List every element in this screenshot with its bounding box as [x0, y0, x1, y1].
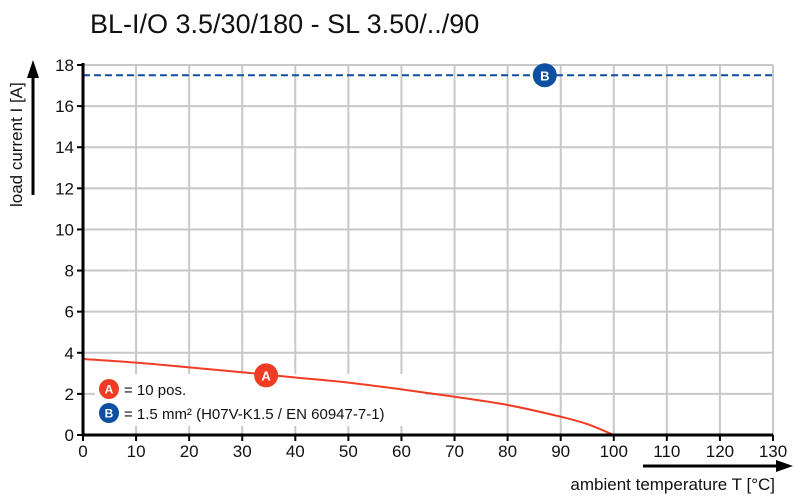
legend: A = 10 pos. B = 1.5 mm² (H07V-K1.5 / EN … — [99, 379, 385, 423]
legend-item-b: B = 1.5 mm² (H07V-K1.5 / EN 60947-7-1) — [99, 403, 385, 423]
x-tick-label: 90 — [551, 442, 570, 461]
y-tick-label: 18 — [55, 56, 74, 75]
x-tick-label: 120 — [706, 442, 734, 461]
y-tick-label: 10 — [55, 220, 74, 239]
legend-label-b: = 1.5 mm² (H07V-K1.5 / EN 60947-7-1) — [124, 406, 385, 423]
x-tick-label: 40 — [286, 442, 305, 461]
legend-marker-b-letter: B — [105, 407, 114, 421]
y-tick-label: 8 — [65, 262, 74, 281]
x-axis-label: ambient temperature T [°C] — [570, 475, 775, 494]
x-tick-label: 110 — [653, 442, 680, 461]
series-marker-a — [254, 363, 279, 388]
legend-marker-a-letter: A — [105, 383, 114, 397]
x-tick-label: 30 — [233, 442, 252, 461]
series-marker-letter: B — [540, 68, 549, 83]
y-axis-label: load current I [A] — [7, 82, 26, 207]
x-tick-label: 100 — [600, 442, 628, 461]
x-tick-label: 70 — [445, 442, 464, 461]
y-tick-label: 16 — [55, 97, 74, 116]
legend-label-a: = 10 pos. — [124, 382, 186, 399]
x-tick-label: 80 — [498, 442, 517, 461]
series-line-a — [82, 357, 615, 436]
y-tick-label: 2 — [65, 385, 74, 404]
x-tick-label: 10 — [127, 442, 146, 461]
y-axis-label-group: load current I [A] — [7, 60, 39, 207]
chart-title: BL-I/O 3.5/30/180 - SL 3.50/../90 — [90, 9, 479, 39]
series-marker-letter: A — [261, 368, 271, 383]
y-tick-label: 6 — [65, 303, 74, 322]
legend-marker-b — [99, 403, 119, 423]
x-tick-label: 50 — [339, 442, 358, 461]
y-tick-label: 14 — [55, 138, 74, 157]
x-tick-label: 20 — [180, 442, 199, 461]
x-tick-label: 0 — [78, 442, 87, 461]
x-axis-arrow-icon — [776, 460, 793, 472]
legend-marker-a — [99, 379, 119, 399]
series-layer: AB — [82, 63, 773, 436]
x-tick-label: 130 — [759, 442, 787, 461]
x-axis-label-group: ambient temperature T [°C] — [570, 460, 793, 494]
axes: 0 10 20 30 40 50 60 70 80 90 100 110 120 130 0 2 4 6 8 10 12… — [55, 56, 787, 461]
legend-item-a: A = 10 pos. — [99, 379, 186, 399]
y-axis-arrow-icon — [27, 60, 39, 78]
series-marker-b — [532, 63, 557, 88]
x-tick-label: 60 — [392, 442, 411, 461]
y-tick-label: 4 — [65, 344, 74, 363]
y-tick-label: 12 — [55, 179, 74, 198]
y-tick-label: 0 — [65, 426, 74, 445]
